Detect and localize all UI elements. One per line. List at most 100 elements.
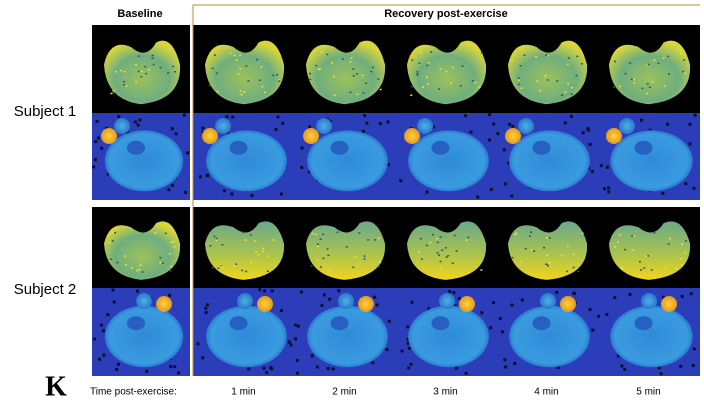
- map-speckle: [577, 271, 579, 273]
- map-speckle: [167, 72, 169, 74]
- map-speckle: [571, 87, 573, 89]
- reference-vial: [540, 293, 556, 309]
- noise-pixel: [684, 182, 687, 185]
- noise-pixel: [117, 363, 120, 366]
- map-speckle: [239, 68, 241, 70]
- noise-pixel: [607, 186, 610, 189]
- noise-pixel: [167, 188, 170, 191]
- map-speckle: [259, 80, 261, 82]
- map-speckle: [378, 266, 380, 268]
- map-speckle: [356, 73, 358, 75]
- noise-pixel: [623, 368, 626, 371]
- map-speckle: [518, 77, 520, 79]
- noise-pixel: [613, 296, 616, 299]
- reference-vial: [619, 118, 635, 134]
- map-speckle: [648, 64, 650, 66]
- noise-pixel: [138, 118, 141, 121]
- map-speckle: [352, 68, 354, 70]
- map-speckle: [242, 232, 244, 234]
- noise-pixel: [508, 123, 511, 126]
- map-speckle: [151, 57, 153, 59]
- noise-pixel: [388, 320, 391, 323]
- noise-pixel: [231, 116, 234, 119]
- map-speckle: [331, 62, 333, 64]
- map-speckle: [456, 250, 458, 252]
- noise-pixel: [689, 142, 692, 145]
- map-speckle: [684, 72, 686, 74]
- noise-pixel: [503, 358, 506, 361]
- map-speckle: [520, 87, 522, 89]
- noise-pixel: [251, 194, 254, 197]
- map-speckle: [212, 68, 214, 70]
- noise-pixel: [499, 317, 502, 320]
- map-speckle: [352, 267, 354, 269]
- map-speckle: [267, 271, 269, 273]
- noise-pixel: [379, 122, 382, 125]
- map-speckle: [436, 238, 438, 240]
- noise-pixel: [294, 324, 297, 327]
- map-speckle: [675, 267, 677, 269]
- noise-pixel: [113, 300, 116, 303]
- noise-pixel: [263, 289, 266, 292]
- noise-pixel: [470, 131, 473, 134]
- row-label: Subject 2: [14, 281, 77, 298]
- map-speckle: [152, 55, 154, 57]
- noise-pixel: [371, 361, 374, 364]
- map-speckle: [624, 249, 626, 251]
- noise-pixel: [492, 301, 495, 304]
- map-speckle: [640, 269, 642, 271]
- map-speckle: [212, 267, 214, 269]
- muscle-mri: [408, 130, 489, 191]
- muscle-mri: [307, 130, 388, 191]
- noise-pixel: [265, 371, 268, 374]
- map-speckle: [123, 84, 125, 86]
- map-speckle: [311, 265, 313, 267]
- map-speckle: [421, 258, 423, 260]
- noise-pixel: [247, 367, 250, 370]
- map-speckle: [472, 80, 474, 82]
- map-speckle: [217, 91, 219, 93]
- noise-pixel: [365, 122, 368, 125]
- bone-mri: [432, 316, 450, 330]
- noise-pixel: [300, 166, 303, 169]
- map-speckle: [631, 235, 633, 237]
- noise-pixel: [258, 288, 261, 291]
- map-speckle: [329, 269, 331, 271]
- map-speckle: [417, 73, 419, 75]
- noise-pixel: [201, 356, 204, 359]
- map-speckle: [481, 52, 483, 54]
- muscle-mri: [509, 306, 590, 368]
- noise-pixel: [510, 195, 513, 198]
- map-speckle: [546, 255, 548, 257]
- noise-pixel: [591, 329, 594, 332]
- map-speckle: [315, 65, 317, 67]
- noise-pixel: [100, 324, 103, 327]
- noise-pixel: [311, 354, 314, 357]
- map-speckle: [582, 233, 584, 235]
- noise-pixel: [510, 304, 513, 307]
- map-speckle: [669, 238, 671, 240]
- noise-pixel: [184, 191, 187, 194]
- map-speckle: [631, 79, 633, 81]
- map-speckle: [148, 69, 150, 71]
- map-speckle: [410, 94, 412, 96]
- map-speckle: [326, 54, 328, 56]
- noise-pixel: [281, 122, 284, 125]
- map-speckle: [561, 255, 563, 257]
- map-speckle: [256, 59, 258, 61]
- map-speckle: [664, 267, 666, 269]
- map-speckle: [466, 240, 468, 242]
- noise-pixel: [98, 358, 101, 361]
- map-speckle: [221, 244, 223, 246]
- map-speckle: [131, 267, 133, 269]
- map-speckle: [141, 71, 143, 73]
- muscle-mri: [610, 306, 692, 368]
- map-speckle: [545, 263, 547, 265]
- map-speckle: [647, 83, 649, 85]
- noise-pixel: [666, 123, 669, 126]
- map-speckle: [619, 234, 621, 236]
- map-speckle: [617, 241, 619, 243]
- noise-pixel: [385, 348, 388, 351]
- footer-label: Time post-exercise:: [90, 387, 177, 398]
- map-speckle: [429, 242, 431, 244]
